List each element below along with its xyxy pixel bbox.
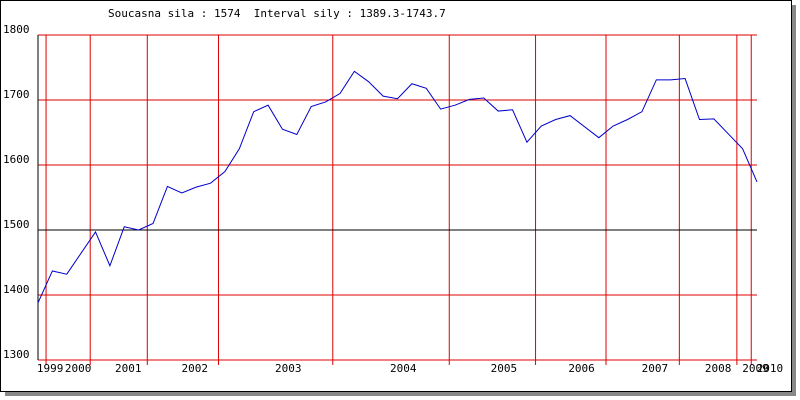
x-tick-label: 2008: [705, 362, 732, 375]
y-tick-label: 1400: [3, 283, 30, 296]
y-tick-label: 1700: [3, 88, 30, 101]
x-tick-label: 2003: [275, 362, 302, 375]
frame: [0, 0, 792, 392]
x-tick-label: 1999: [37, 362, 64, 375]
x-tick-label: 2001: [115, 362, 142, 375]
y-tick-label: 1600: [3, 153, 30, 166]
x-tick-label: 2007: [642, 362, 669, 375]
x-tick-label: 2005: [491, 362, 518, 375]
data-line: [37, 70, 758, 304]
y-tick-label: 1300: [3, 348, 30, 361]
x-tick-label: 2000: [65, 362, 92, 375]
x-tick-label: 2004: [390, 362, 417, 375]
x-tick-label: 2009: [742, 362, 769, 375]
x-tick-label: 2002: [181, 362, 208, 375]
y-tick-label: 1500: [3, 218, 30, 231]
y-tick-label: 1800: [3, 23, 30, 36]
x-tick-label: 2010: [757, 362, 784, 375]
chart-title: Soucasna sila : 1574 Interval sily : 138…: [108, 7, 446, 20]
x-tick-label: 2006: [568, 362, 595, 375]
